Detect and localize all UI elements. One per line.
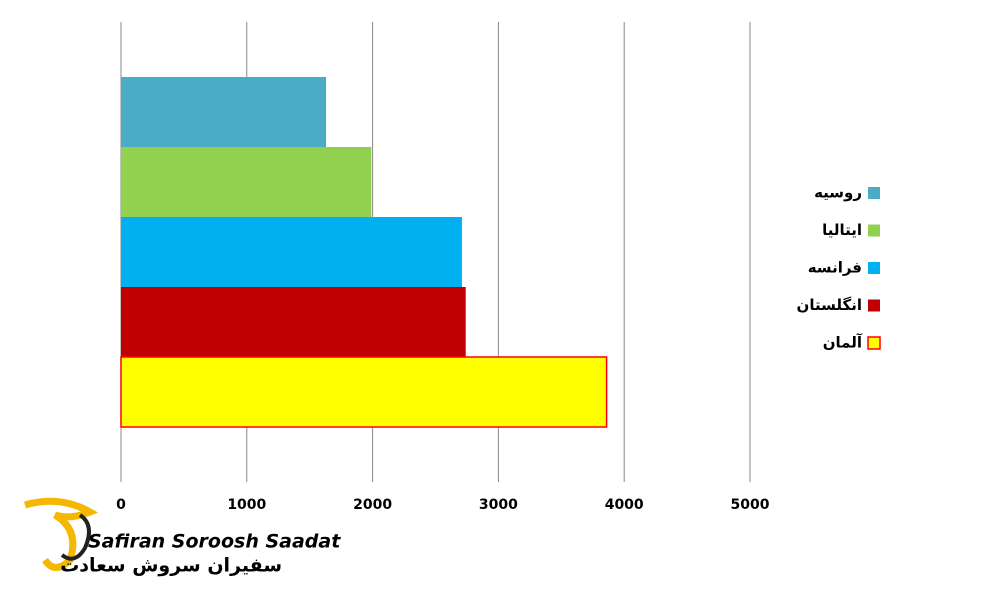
legend-label: انگلستان	[797, 296, 862, 314]
x-tick-label: 1000	[227, 497, 266, 513]
logo-persian: سفیران سروش سعادت	[60, 555, 282, 577]
logo-wing	[24, 497, 99, 571]
legend-label: ایتالیا	[822, 221, 862, 239]
legend-label: فرانسه	[808, 259, 862, 277]
x-tick-label: 4000	[605, 497, 644, 513]
legend-swatch	[867, 336, 881, 350]
bar	[121, 147, 372, 217]
logo-swan	[60, 513, 91, 561]
bar	[121, 287, 466, 357]
legend-label: آلمان	[823, 334, 863, 352]
logo-latin: Safiran Soroosh Saadat	[88, 531, 341, 553]
x-tick-label: 5000	[731, 497, 770, 513]
legend-swatch	[868, 262, 880, 274]
x-tick-label: 2000	[353, 497, 392, 513]
logo: Safiran Soroosh Saadat سفیران سروش سعادت	[24, 497, 341, 577]
legend-swatch	[868, 299, 880, 312]
legend-swatch	[868, 187, 880, 199]
x-tick-label: 0	[116, 497, 126, 513]
legend-label: روسیه	[814, 184, 862, 202]
x-tick-label: 3000	[479, 497, 518, 513]
bar	[121, 217, 462, 287]
bar	[121, 77, 327, 147]
bar	[120, 356, 608, 428]
legend-swatch	[868, 224, 880, 237]
